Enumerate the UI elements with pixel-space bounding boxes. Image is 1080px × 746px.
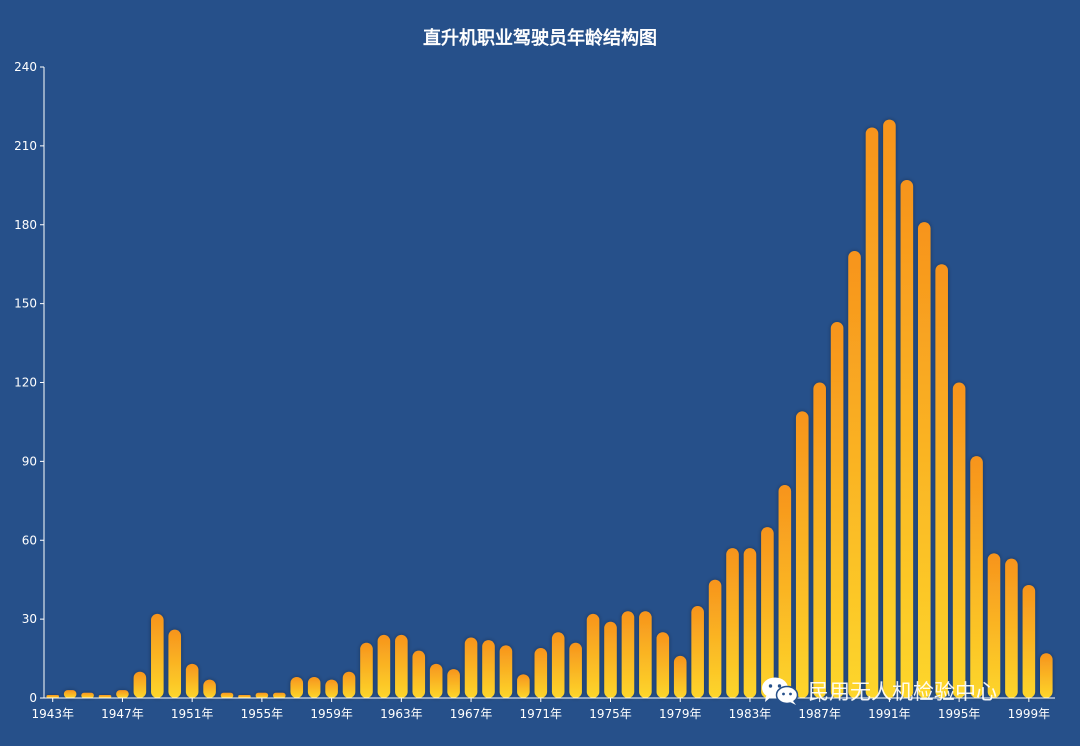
bar-1992年 [900, 180, 914, 698]
bar-1973年 [569, 642, 582, 698]
chart-title: 直升机职业驾驶员年龄结构图 [423, 27, 657, 49]
x-tick-label: 1983年 [729, 707, 772, 721]
bar-1979年 [673, 655, 687, 698]
bar-1976年 [621, 611, 635, 698]
bar-1950年 [168, 629, 182, 698]
bar-1980年 [691, 605, 704, 698]
x-axis: 1943年 1947年 1951年 1955年 1959年 1963年 1967年 1971年… [31, 697, 1055, 721]
y-tick-label: 210 [14, 139, 37, 153]
x-tick-label: 1947年 [101, 707, 144, 721]
bar-1957年 [290, 676, 304, 698]
watermark: 民用无人机检验中心 [760, 676, 997, 706]
x-tick-label: 1971年 [520, 707, 563, 721]
bar-1943年 [46, 695, 59, 698]
bar-1991年 [883, 119, 896, 699]
bar-1997年 [987, 553, 1001, 698]
bar-1984年 [761, 527, 774, 698]
bar-1953年 [220, 692, 234, 698]
bar-1970年 [517, 674, 530, 698]
bar-1944年 [63, 690, 77, 698]
bar-1963年 [395, 634, 408, 698]
bar-1983年 [743, 548, 757, 698]
bar-1981年 [708, 579, 722, 698]
x-tick-label: 1963年 [380, 707, 423, 721]
bar-1975年 [604, 621, 617, 698]
bar-2000年 [1040, 653, 1053, 698]
bar-1946年 [98, 695, 112, 698]
bar-1993年 [917, 222, 931, 698]
bar-1978年 [656, 632, 670, 698]
bar-1994年 [935, 264, 948, 698]
bar-1982年 [726, 548, 739, 698]
bar-1962年 [377, 634, 391, 698]
x-tick-label: 1967年 [450, 707, 493, 721]
y-axis: 0 30 60 90 120 150 180 210 240 [14, 60, 45, 705]
y-tick-label: 30 [22, 612, 37, 626]
bar-1987年 [813, 382, 826, 698]
x-tick-label: 1987年 [798, 707, 841, 721]
bar-1955年 [255, 692, 269, 698]
bar-1995年 [952, 382, 966, 698]
bar-1945年 [81, 692, 94, 698]
bar-1967年 [464, 637, 478, 698]
bar-1951年 [185, 663, 199, 698]
bar-1949年 [151, 613, 164, 698]
y-tick-label: 0 [29, 691, 37, 705]
bar-1988年 [830, 322, 844, 698]
bar-1947年 [116, 690, 129, 698]
bar-1966年 [447, 669, 460, 698]
x-tick-label: 1979年 [659, 707, 702, 721]
x-tick-label: 1955年 [241, 707, 284, 721]
bar-1985年 [778, 485, 792, 698]
x-tick-label: 1975年 [589, 707, 632, 721]
bar-1999年 [1022, 584, 1036, 698]
bar-1961年 [360, 642, 373, 698]
bar-1968年 [482, 640, 495, 698]
bar-1965年 [429, 663, 443, 698]
y-tick-label: 180 [14, 218, 37, 232]
bar-1972年 [551, 632, 565, 698]
bar-1956年 [273, 692, 286, 698]
y-tick-label: 240 [14, 60, 37, 74]
watermark-text: 民用无人机检验中心 [808, 680, 997, 704]
bar-1948年 [133, 671, 147, 698]
bar-1958年 [307, 676, 321, 698]
x-tick-label: 1999年 [1008, 707, 1051, 721]
bar-1959年 [325, 679, 338, 698]
wechat-icon [762, 677, 799, 705]
bar-1964年 [412, 650, 426, 698]
x-tick-label: 1991年 [868, 707, 911, 721]
y-tick-label: 60 [22, 533, 37, 547]
bar-1960年 [342, 671, 356, 698]
bar-1974年 [586, 613, 600, 698]
x-tick-label: 1995年 [938, 707, 981, 721]
bar-1986年 [795, 411, 809, 698]
x-tick-label: 1943年 [31, 707, 74, 721]
y-tick-label: 120 [14, 376, 37, 390]
bar-1969年 [499, 645, 513, 698]
bar-1952年 [203, 679, 216, 698]
bar-1954年 [238, 695, 251, 698]
bar-1998年 [1005, 558, 1018, 698]
bar-1977年 [639, 611, 652, 698]
y-tick-label: 90 [22, 454, 37, 468]
x-tick-label: 1959年 [310, 707, 353, 721]
bar-1990年 [865, 127, 879, 699]
bar-1996年 [970, 456, 983, 698]
y-tick-label: 150 [14, 297, 37, 311]
bar-series [46, 119, 1053, 699]
bar-1989年 [848, 251, 861, 698]
x-tick-label: 1951年 [171, 707, 214, 721]
bar-1971年 [534, 648, 548, 698]
